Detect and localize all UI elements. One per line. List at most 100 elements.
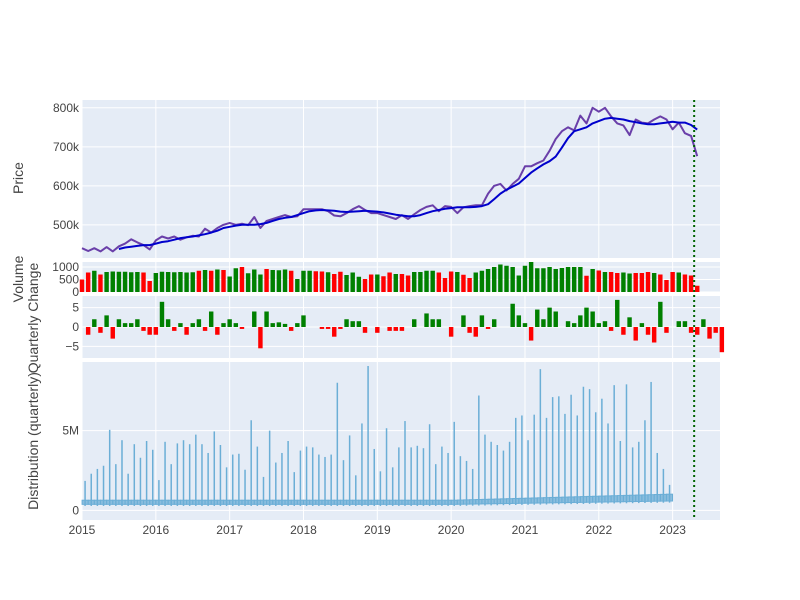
distribution-box	[635, 494, 643, 502]
change-bar	[664, 327, 669, 333]
volume-bar	[356, 276, 362, 292]
distribution-box	[149, 499, 157, 505]
volume-bar	[202, 270, 208, 292]
volume-bar	[104, 272, 109, 292]
volume-bar	[221, 270, 226, 292]
volume-y-tick-label: 0	[72, 285, 79, 299]
change-bar	[362, 327, 368, 333]
distribution-box	[438, 499, 446, 505]
change-bar	[116, 319, 122, 327]
volume-bar	[418, 272, 423, 292]
volume-bar	[442, 278, 448, 292]
change-bar	[633, 327, 638, 341]
change-bar	[436, 319, 442, 327]
change-bar	[135, 319, 140, 327]
volume-bar	[682, 274, 688, 292]
change-bar	[541, 319, 546, 327]
volume-bar	[319, 271, 325, 292]
distribution-box	[284, 499, 292, 505]
distribution-box	[192, 499, 200, 505]
change-bar	[325, 327, 331, 329]
volume-bar	[645, 272, 651, 292]
change-bar	[645, 327, 651, 335]
x-tick-label: 2016	[142, 523, 169, 537]
distribution-box	[506, 498, 514, 504]
change-bar	[129, 323, 134, 327]
volume-bar	[239, 267, 245, 292]
change-bar	[356, 321, 362, 327]
change-bar	[233, 323, 239, 327]
distribution-box	[346, 499, 354, 505]
change-y-tick-label: −5	[65, 339, 79, 353]
volume-bar	[135, 272, 140, 292]
moving-average-line	[118, 116, 698, 250]
change-bar	[467, 327, 472, 333]
change-bar	[430, 319, 435, 327]
distribution-box	[216, 499, 224, 505]
distribution-box	[235, 499, 243, 505]
volume-bar	[147, 281, 152, 292]
volume-bar	[621, 272, 626, 292]
change-bar	[676, 321, 681, 327]
distribution-y-tick-label: 5M	[62, 424, 79, 438]
change-bar	[282, 323, 288, 327]
distribution-box	[499, 498, 507, 505]
volume-bar	[98, 274, 103, 292]
distribution-box	[130, 499, 138, 505]
distribution-box	[475, 499, 483, 505]
volume-bar	[116, 271, 122, 292]
volume-bar	[79, 279, 85, 292]
distribution-box	[364, 499, 372, 505]
distribution-box	[136, 499, 144, 505]
distribution-box	[518, 497, 526, 504]
volume-bar	[153, 273, 159, 292]
change-bar	[584, 307, 589, 327]
volume-bar	[313, 271, 319, 292]
volume-bar	[578, 267, 583, 292]
distribution-box	[112, 499, 120, 505]
distribution-box	[450, 499, 458, 505]
distribution-panel	[81, 365, 674, 506]
change-bar	[332, 327, 337, 337]
volume-bar	[172, 272, 177, 292]
change-bar	[565, 321, 571, 327]
volume-axis-title: Volume	[10, 255, 26, 302]
distribution-box	[253, 499, 261, 505]
x-tick-label: 2021	[512, 523, 539, 537]
distribution-box	[223, 499, 231, 505]
distribution-box	[419, 499, 427, 505]
distribution-box	[549, 496, 557, 504]
distribution-box	[296, 499, 304, 505]
distribution-box	[118, 499, 126, 505]
x-tick-label: 2018	[290, 523, 317, 537]
volume-bar	[159, 271, 165, 292]
volume-bar	[602, 272, 608, 292]
axes: 2015 2016 2017 2018 2019 2020 2021 2022 2023 500k…	[10, 101, 686, 537]
volume-bar	[387, 272, 392, 292]
price-y-tick-label: 700k	[53, 140, 80, 154]
distribution-box	[241, 499, 249, 505]
volume-bar	[264, 269, 269, 292]
distribution-box	[641, 494, 649, 502]
distribution-box	[530, 497, 538, 504]
change-bar	[695, 327, 700, 335]
volume-bar	[276, 270, 282, 292]
volume-bar	[528, 262, 534, 292]
distribution-box	[536, 497, 544, 504]
distribution-box	[616, 495, 624, 503]
volume-bar	[381, 276, 386, 292]
distribution-box	[622, 494, 630, 503]
volume-bar	[141, 272, 146, 292]
change-bar	[184, 327, 189, 335]
change-bar	[608, 327, 614, 331]
change-bar	[553, 311, 558, 327]
distribution-box	[173, 499, 181, 505]
distribution-box	[543, 497, 551, 504]
distribution-box	[586, 495, 594, 503]
volume-bar	[571, 267, 577, 292]
x-tick-label: 2022	[585, 523, 612, 537]
volume-bar	[590, 269, 595, 292]
change-bar	[338, 327, 343, 329]
change-bar	[85, 327, 91, 335]
volume-bar	[375, 274, 380, 292]
